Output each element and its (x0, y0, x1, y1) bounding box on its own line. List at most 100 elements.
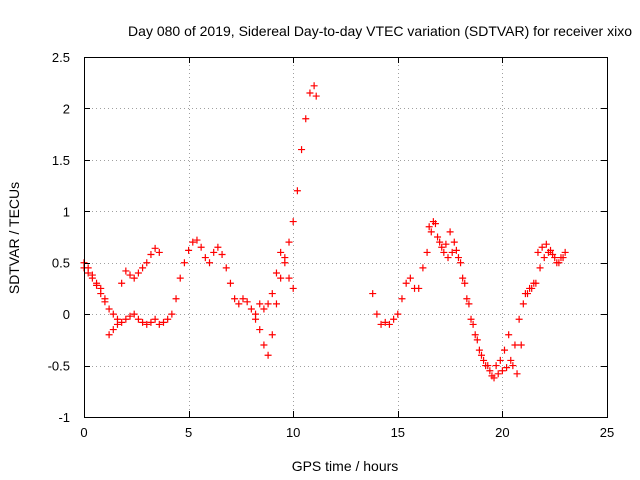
data-point (475, 346, 483, 354)
data-point (155, 320, 163, 328)
data-point (515, 315, 523, 323)
data-point (534, 248, 542, 256)
data-point (496, 356, 504, 364)
data-point (210, 248, 218, 256)
data-point (159, 318, 167, 326)
data-point (176, 274, 184, 282)
data-point (197, 243, 205, 251)
data-point (222, 264, 230, 272)
data-point (542, 240, 550, 248)
data-point (423, 248, 431, 256)
data-point (302, 115, 310, 123)
data-point (459, 274, 467, 282)
x-tick-label: 10 (286, 425, 300, 440)
data-point (500, 346, 508, 354)
data-point (429, 218, 437, 226)
data-point (373, 310, 381, 318)
data-point (272, 300, 280, 308)
data-point (293, 187, 301, 195)
data-point (168, 310, 176, 318)
y-tick-label: -1 (58, 410, 70, 425)
data-point (105, 305, 113, 313)
chart-title: Day 080 of 2019, Sidereal Day-to-day VTE… (128, 23, 632, 39)
data-point (189, 238, 197, 246)
data-point (147, 318, 155, 326)
data-point (551, 254, 559, 262)
data-point (477, 351, 485, 359)
data-point (511, 341, 519, 349)
x-tick-label: 15 (391, 425, 405, 440)
data-point (193, 236, 201, 244)
data-point (465, 300, 473, 308)
data-point (446, 228, 454, 236)
data-point (243, 298, 251, 306)
y-tick-label: 2.5 (52, 50, 70, 65)
series-marks (80, 244, 163, 339)
data-point (505, 331, 513, 339)
series-marks (80, 82, 320, 359)
data-point (139, 318, 147, 326)
data-point (463, 295, 471, 303)
data-point (436, 238, 444, 246)
y-tick-label: 0.5 (52, 256, 70, 271)
data-point (494, 370, 502, 378)
data-point (226, 279, 234, 287)
data-point (260, 341, 268, 349)
data-point (134, 315, 142, 323)
data-point (440, 248, 448, 256)
data-point (406, 274, 414, 282)
x-tick-label: 0 (80, 425, 87, 440)
data-point (471, 331, 479, 339)
data-point (126, 312, 134, 320)
data-point (252, 310, 260, 318)
series-marks (252, 248, 297, 318)
series-marks (369, 220, 569, 382)
data-point (264, 300, 272, 308)
data-point (492, 362, 500, 370)
data-point (402, 279, 410, 287)
data-point (390, 315, 398, 323)
data-point (450, 238, 458, 246)
data-point (530, 279, 538, 287)
data-point (488, 372, 496, 380)
data-point (444, 254, 452, 262)
data-point (206, 259, 214, 267)
data-point (559, 254, 567, 262)
y-tick-label: 2 (63, 101, 70, 116)
data-point (425, 223, 433, 231)
data-point (517, 341, 525, 349)
data-point (201, 254, 209, 262)
data-point (381, 318, 389, 326)
data-marks (80, 82, 569, 382)
data-point (503, 364, 511, 372)
data-point (507, 356, 515, 364)
grid-lines (84, 57, 607, 417)
data-point (473, 336, 481, 344)
data-point (155, 248, 163, 256)
data-point (101, 295, 109, 303)
data-point (377, 320, 385, 328)
data-point (277, 274, 285, 282)
data-point (151, 244, 159, 252)
data-point (555, 259, 563, 267)
data-point (143, 259, 151, 267)
data-point (93, 279, 101, 287)
y-axis-title: SDTVAR / TECUs (6, 182, 22, 294)
data-point (547, 246, 555, 254)
data-point (434, 233, 442, 241)
data-point (268, 331, 276, 339)
data-point (147, 250, 155, 258)
series-marks (425, 218, 567, 380)
data-point (268, 290, 276, 298)
data-point (521, 290, 529, 298)
data-point (385, 320, 393, 328)
y-tick-label: 1.5 (52, 153, 70, 168)
y-tick-label: -0.5 (48, 359, 70, 374)
data-point (172, 295, 180, 303)
data-point (469, 320, 477, 328)
data-point (122, 267, 130, 275)
data-point (467, 315, 475, 323)
y-tick-label: 0 (63, 307, 70, 322)
data-point (369, 290, 377, 298)
